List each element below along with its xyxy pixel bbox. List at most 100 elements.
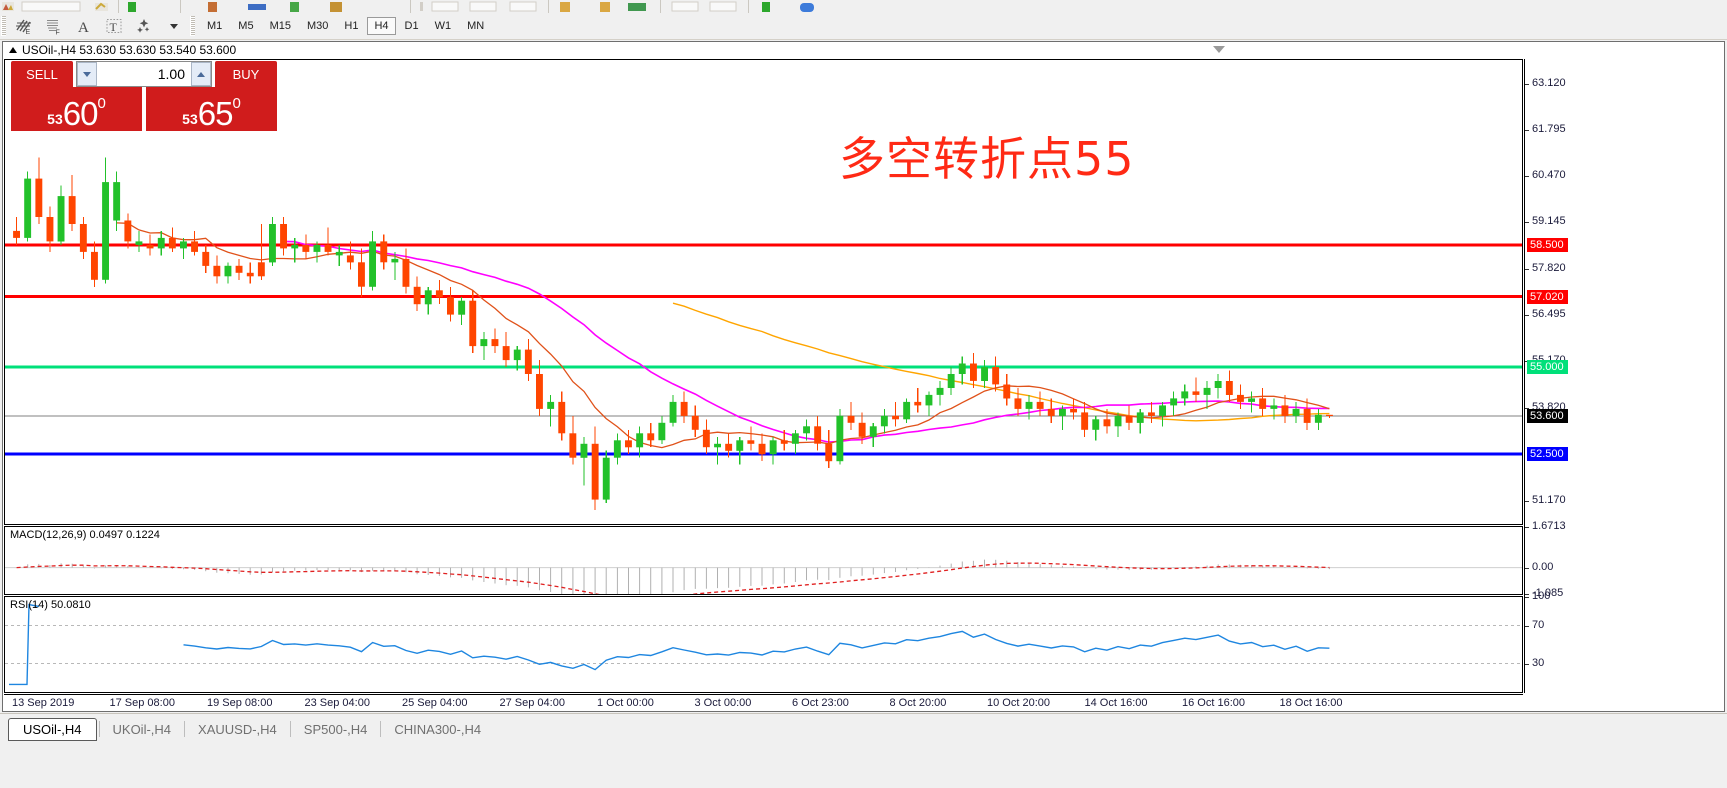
buy-price-main: 65 (197, 94, 234, 132)
grid-fibo-icon[interactable]: F (39, 14, 69, 38)
price-tick-label: 63.120 (1532, 76, 1566, 89)
time-tick-label: 25 Sep 04:00 (402, 697, 468, 709)
chart-annotation-text[interactable]: 多空转折点55 (839, 132, 1135, 186)
time-tick-label: 8 Oct 20:00 (889, 697, 947, 709)
macd-pane[interactable]: MACD(12,26,9) 0.0497 0.1224 (4, 526, 1523, 595)
buy-button[interactable]: BUY (215, 61, 277, 87)
objects-star-icon[interactable] (129, 14, 159, 38)
chart-symbol-text: USOil-,H4 53.630 53.630 53.540 53.600 (22, 43, 237, 57)
timeframe-h1[interactable]: H1 (344, 20, 359, 32)
price-tick-label: 60.470 (1532, 169, 1566, 182)
tab-sp500h4[interactable]: SP500-,H4 (303, 721, 368, 737)
upper-toolbar-icons (2, 0, 814, 13)
time-tick-label: 13 Sep 2019 (12, 697, 75, 709)
svg-text:F: F (56, 30, 60, 36)
trade-panel-prices: 53 60 0 53 65 0 (11, 87, 277, 131)
volume-field[interactable]: 1.00 (76, 61, 212, 87)
collapse-triangle-icon[interactable] (9, 47, 17, 53)
price-level-tag[interactable]: 52.500 (1527, 447, 1568, 462)
price-level-tag[interactable]: 57.020 (1527, 289, 1568, 304)
tab-xauusdh4[interactable]: XAUUSD-,H4 (198, 721, 277, 737)
time-tick-label: 23 Sep 04:00 (304, 697, 370, 709)
tab-usoilh4[interactable]: USOil-,H4 (8, 717, 97, 741)
grid-fibo-glyph: F (47, 20, 60, 36)
sell-price-fraction: 0 (97, 95, 106, 112)
timeframe-w1[interactable]: W1 (434, 20, 452, 32)
timeframe-m1[interactable]: M1 (207, 20, 223, 32)
rsi-tick-label: 30 (1532, 656, 1545, 669)
sell-price-prefix: 53 (47, 111, 63, 127)
trade-panel-top-row: SELL 1.00 BUY (11, 61, 277, 87)
chart-tabs: USOil-,H4 UKOil-,H4 XAUUSD-,H4 SP500-,H4 CHI… (8, 717, 492, 741)
macd-chart-svg (5, 559, 1522, 594)
buy-price-prefix: 53 (182, 111, 198, 127)
chevron-down-glyph (170, 24, 178, 29)
chart-window: USOil-,H4 53.630 53.630 53.540 53.600 MA… (2, 41, 1725, 712)
price-level-tag[interactable]: 53.600 (1527, 408, 1568, 423)
crosshair-lines-glyph: E (16, 19, 31, 35)
buy-price-fraction: 0 (232, 95, 241, 112)
tab-separator (98, 721, 100, 737)
objects-dropdown-icon[interactable] (159, 14, 189, 38)
time-tick-label: 27 Sep 04:00 (499, 697, 565, 709)
chart-scroll-indicator-icon[interactable] (1213, 46, 1225, 53)
timeframe-d1[interactable]: D1 (404, 20, 419, 32)
tab-china300h4[interactable]: CHINA300-,H4 (394, 721, 482, 737)
price-tick-label: 56.495 (1532, 307, 1566, 320)
price-tick-label: 61.795 (1532, 122, 1566, 135)
macd-label: MACD(12,26,9) 0.0497 0.1224 (10, 529, 160, 541)
rsi-label: RSI(14) 50.0810 (10, 599, 91, 611)
time-scale[interactable]: 13 Sep 2019 17 Sep 08:00 19 Sep 08:00 23 Se… (4, 694, 1523, 711)
timeframe-group: M1 M5 M15 M30 H1 H4 D1 W1 MN (200, 17, 491, 35)
timeframe-m30[interactable]: M30 (306, 20, 329, 32)
tab-separator (380, 721, 382, 737)
time-tick-label: 6 Oct 23:00 (792, 697, 849, 709)
price-tick-label: 59.145 (1532, 215, 1566, 228)
price-tick-label: 57.820 (1532, 261, 1566, 274)
timeframe-mn[interactable]: MN (467, 20, 485, 32)
rsi-tick-label: 100 (1532, 590, 1551, 602)
svg-text:T: T (110, 20, 118, 34)
time-tick-label: 10 Oct 20:00 (987, 697, 1050, 709)
time-tick-label: 19 Sep 08:00 (207, 697, 273, 709)
macd-tick-label: -1.085 (1532, 587, 1564, 599)
rsi-tick-label: 70 (1532, 618, 1545, 631)
rsi-chart-svg (5, 603, 1522, 686)
text-label-icon[interactable]: T (99, 14, 129, 38)
timeframe-h4[interactable]: H4 (367, 17, 396, 35)
macd-tick-label: 1.6713 (1532, 520, 1566, 532)
text-tool-icon[interactable]: A (69, 14, 99, 38)
sell-price-display[interactable]: 53 60 0 (11, 87, 142, 131)
price-chart-svg (5, 157, 1522, 511)
volume-increase-button[interactable] (191, 62, 211, 86)
timeframe-m15[interactable]: M15 (269, 20, 291, 32)
one-click-trade-panel: SELL 1.00 BUY 53 60 0 53 65 0 (11, 61, 277, 131)
tab-separator (289, 721, 291, 737)
svg-text:A: A (78, 20, 89, 35)
text-label-glyph: T (106, 19, 122, 34)
rsi-pane[interactable]: RSI(14) 50.0810 (4, 596, 1523, 693)
tab-separator (184, 721, 186, 737)
volume-value[interactable]: 1.00 (157, 66, 185, 82)
chart-tab-bar: USOil-,H4 UKOil-,H4 XAUUSD-,H4 SP500-,H4 CHI… (0, 713, 1727, 788)
price-scale[interactable]: 63.12061.79560.47059.14557.82056.49555.1… (1524, 59, 1724, 693)
volume-decrease-button[interactable] (77, 62, 97, 86)
price-level-tag[interactable]: 55.000 (1527, 360, 1568, 374)
time-tick-label: 17 Sep 08:00 (109, 697, 175, 709)
buy-price-display[interactable]: 53 65 0 (146, 87, 277, 131)
sell-button[interactable]: SELL (11, 61, 73, 87)
svg-text:E: E (26, 29, 31, 35)
text-tool-glyph: A (78, 20, 89, 35)
price-pane[interactable] (4, 59, 1523, 525)
price-level-tag[interactable]: 58.500 (1527, 237, 1568, 252)
time-tick-label: 16 Oct 16:00 (1182, 697, 1245, 709)
timeframe-m5[interactable]: M5 (238, 20, 254, 32)
crosshair-lines-icon[interactable]: E (9, 14, 39, 38)
timeframe-toolbar-grip[interactable] (190, 16, 195, 36)
tab-ukoilh4[interactable]: UKOil-,H4 (112, 721, 172, 737)
price-tick-label: 51.170 (1532, 493, 1566, 506)
toolbar-grip[interactable] (1, 16, 6, 36)
objects-star-glyph (137, 19, 150, 33)
drawing-toolbar: E F A T (0, 13, 1727, 40)
